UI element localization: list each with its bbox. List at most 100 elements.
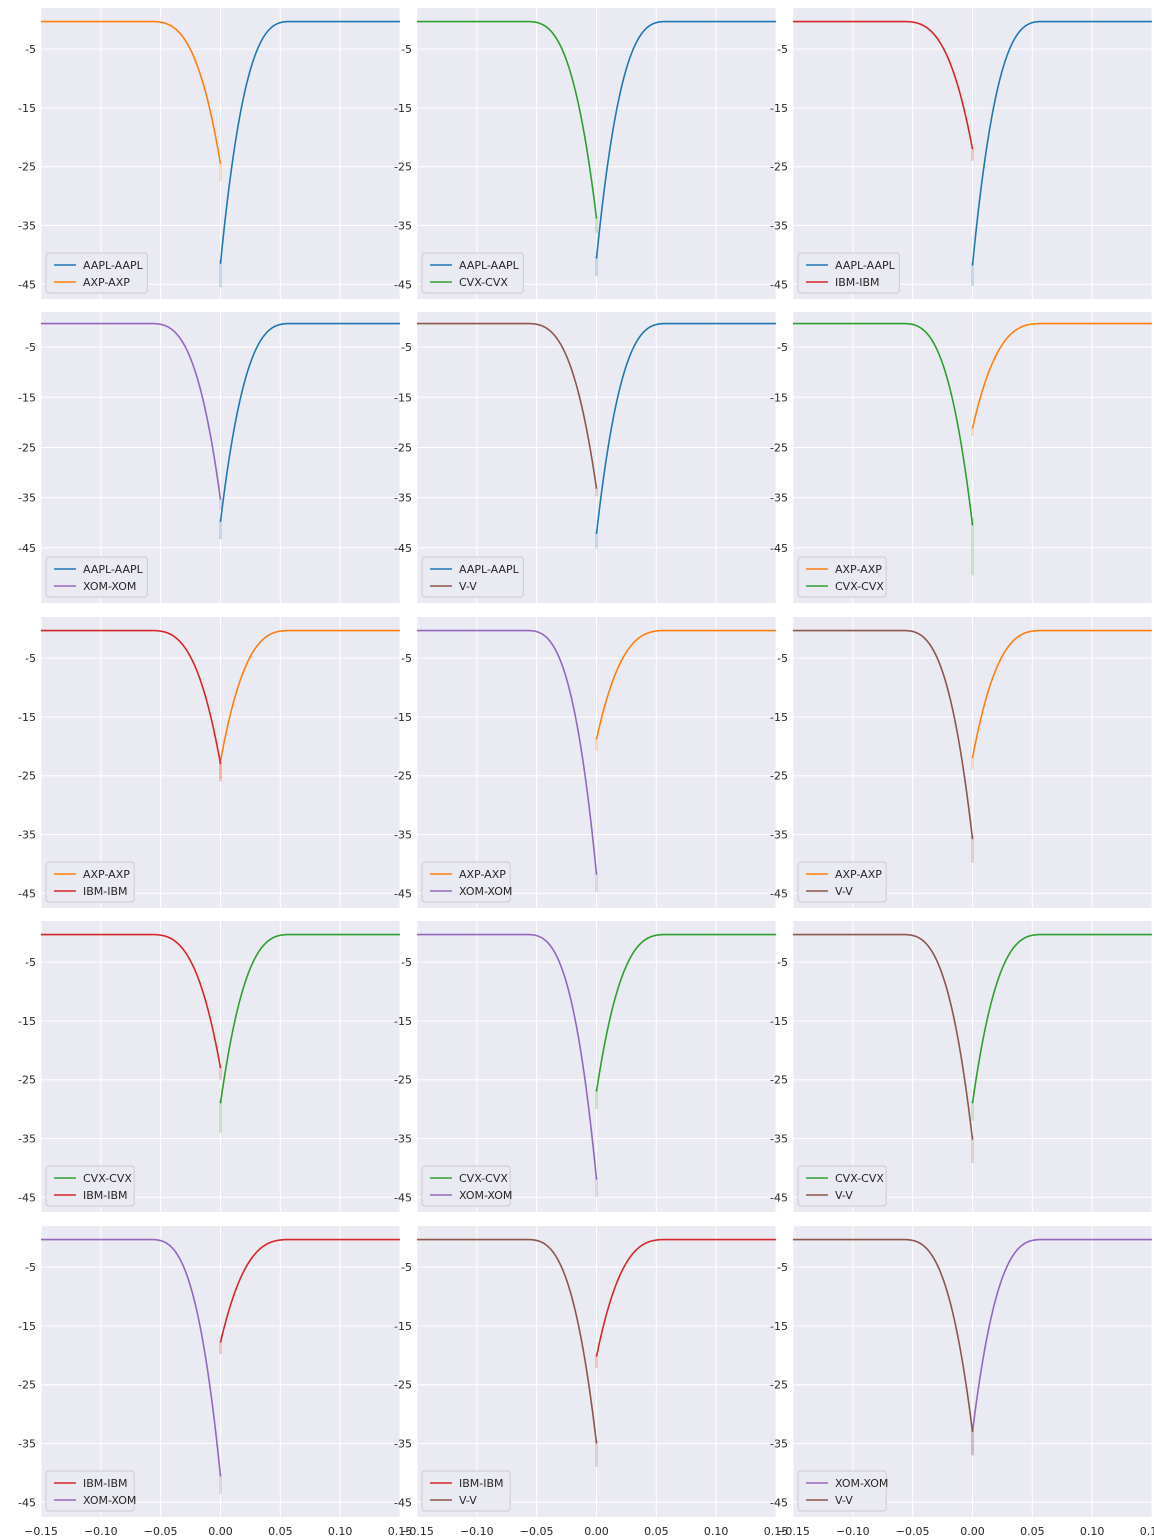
legend-box: [421, 1165, 511, 1207]
y-tick-label: -25: [394, 1379, 412, 1392]
y-tick-label: -15: [770, 1320, 788, 1333]
y-tick-label: -25: [18, 441, 36, 454]
legend-label: IBM-IBM: [83, 1189, 128, 1202]
y-tick-label: -25: [770, 1074, 788, 1087]
y-tick-label: -5: [401, 652, 412, 665]
y-tick-label: -45: [394, 1191, 412, 1204]
x-tick-label: −0.15: [776, 1525, 810, 1537]
y-tick-label: -45: [18, 278, 36, 291]
legend-label: CVX-CVX: [459, 276, 508, 289]
legend-label: CVX-CVX: [459, 1172, 508, 1185]
series-line-v-v: [793, 1238, 974, 1432]
y-tick-label: -5: [777, 956, 788, 969]
y-tick-label: -35: [394, 1133, 412, 1146]
legend-box: [797, 556, 887, 598]
y-tick-label: -45: [394, 278, 412, 291]
legend-box: [45, 556, 148, 598]
y-tick-label: -35: [394, 492, 412, 505]
legend-label: AXP-AXP: [83, 868, 130, 881]
subplot-9: -5 -15 -25 -35 -45 AXP-AXP V-V: [770, 617, 1153, 908]
subplot-5: -5 -15 -25 -35 -45 AAPL-AAPL V-V: [394, 312, 777, 603]
x-tick-label: −0.05: [520, 1525, 554, 1537]
legend-label: CVX-CVX: [835, 580, 884, 593]
series-line-xom-xom: [41, 1238, 222, 1477]
series-line-v-v: [793, 933, 974, 1140]
legend-label: IBM-IBM: [83, 885, 128, 898]
series-line-axp-axp: [595, 629, 776, 740]
y-tick-label: -45: [394, 887, 412, 900]
x-tick-label: 0.00: [584, 1525, 609, 1537]
legend-label: IBM-IBM: [835, 276, 880, 289]
x-tick-label: 0.00: [960, 1525, 985, 1537]
y-tick-label: -35: [770, 1133, 788, 1146]
y-tick-label: -35: [18, 1438, 36, 1451]
series-line-axp-axp: [971, 629, 1152, 759]
y-tick-label: -35: [18, 1133, 36, 1146]
subplot-2: -5 -15 -25 -35 -45 AAPL-AAPL CVX-CVX: [394, 8, 777, 299]
legend: IBM-IBM XOM-XOM: [45, 1470, 136, 1512]
y-tick-label: -25: [770, 161, 788, 174]
x-tick-label: 0.05: [644, 1525, 669, 1537]
legend: AXP-AXP IBM-IBM: [45, 861, 135, 903]
legend-label: CVX-CVX: [83, 1172, 132, 1185]
legend: AXP-AXP CVX-CVX: [797, 556, 887, 598]
subplot-8: -5 -15 -25 -35 -45 AXP-AXP XOM-XOM: [394, 617, 777, 908]
legend: CVX-CVX XOM-XOM: [421, 1165, 512, 1207]
subplot-11: -5 -15 -25 -35 -45 CVX-CVX XOM-XOM: [394, 921, 777, 1212]
y-tick-label: -15: [770, 102, 788, 115]
legend-box: [421, 861, 511, 903]
y-tick-label: -25: [394, 441, 412, 454]
y-tick-label: -15: [770, 1015, 788, 1028]
y-tick-label: -45: [770, 1496, 788, 1509]
subplot-10: -5 -15 -25 -35 -45 CVX-CVX IBM-IBM: [18, 921, 401, 1212]
y-tick-label: -5: [25, 652, 36, 665]
legend-label: AAPL-AAPL: [459, 563, 520, 576]
x-tick-label: 0.05: [1020, 1525, 1045, 1537]
legend-label: V-V: [835, 1189, 853, 1202]
y-tick-label: -15: [394, 711, 412, 724]
legend-label: AXP-AXP: [835, 868, 882, 881]
y-tick-label: -35: [770, 492, 788, 505]
y-tick-label: -5: [777, 43, 788, 56]
legend: AAPL-AAPL XOM-XOM: [45, 556, 148, 598]
y-tick-label: -5: [777, 652, 788, 665]
y-tick-label: -45: [18, 1191, 36, 1204]
subplot-7: -5 -15 -25 -35 -45 AXP-AXP IBM-IBM: [18, 617, 401, 908]
x-tick-label: 0.15: [388, 1525, 413, 1537]
legend: XOM-XOM V-V: [797, 1470, 888, 1512]
y-tick-label: -45: [770, 278, 788, 291]
x-tick-label: 0.10: [328, 1525, 353, 1537]
series-line-xom-xom: [41, 322, 222, 500]
series-line-axp-axp: [41, 20, 222, 164]
x-tick-label: −0.10: [84, 1525, 118, 1537]
legend-box: [797, 252, 900, 294]
legend-label: AAPL-AAPL: [83, 563, 144, 576]
y-tick-label: -45: [394, 1496, 412, 1509]
x-tick-label: −0.05: [896, 1525, 930, 1537]
legend-box: [421, 1470, 511, 1512]
legend: AAPL-AAPL V-V: [421, 556, 524, 598]
legend-box: [45, 1470, 135, 1512]
y-tick-label: -25: [18, 770, 36, 783]
legend-label: AAPL-AAPL: [83, 259, 144, 272]
legend-label: AAPL-AAPL: [835, 259, 896, 272]
subplot-13: -5 -15 -25 -35 -45 −0.15 −0.10 −0.05 0.00 0.05 0.1…: [18, 1226, 412, 1537]
x-tick-label: 0.15: [1140, 1525, 1154, 1537]
series-line-aapl-aapl: [595, 20, 776, 259]
legend: CVX-CVX V-V: [797, 1165, 887, 1207]
series-line-axp-axp: [971, 322, 1152, 429]
x-tick-label: −0.15: [24, 1525, 58, 1537]
y-tick-label: -35: [770, 1438, 788, 1451]
y-tick-label: -45: [770, 542, 788, 555]
legend-label: XOM-XOM: [83, 1494, 136, 1507]
y-tick-label: -5: [401, 43, 412, 56]
series-line-cvx-cvx: [793, 322, 974, 526]
y-tick-label: -15: [18, 1320, 36, 1333]
legend-label: AXP-AXP: [459, 868, 506, 881]
subplot-6: -5 -15 -25 -35 -45 AXP-AXP CVX-CVX: [770, 312, 1153, 603]
x-tick-label: −0.05: [144, 1525, 178, 1537]
y-tick-label: -35: [770, 829, 788, 842]
legend-box: [797, 1165, 887, 1207]
series-line-xom-xom: [417, 629, 598, 875]
y-tick-label: -5: [401, 341, 412, 354]
